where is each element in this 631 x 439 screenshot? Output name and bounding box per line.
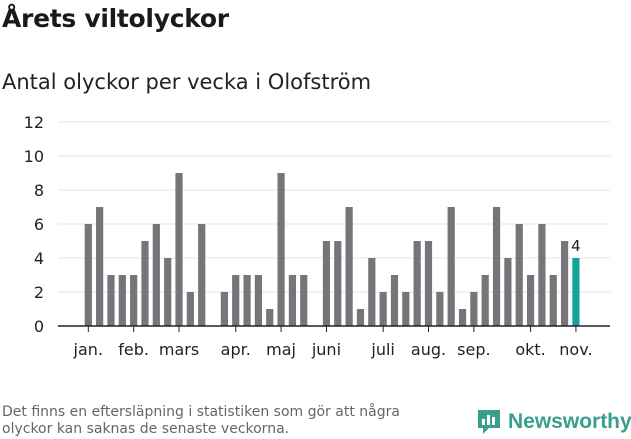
bar	[107, 275, 115, 326]
y-tick-label: 12	[24, 113, 44, 132]
bar	[470, 292, 478, 326]
y-tick-label: 2	[34, 283, 44, 302]
bar	[118, 275, 126, 326]
x-tick-label: maj	[266, 340, 296, 359]
y-tick-label: 4	[34, 249, 44, 268]
bar	[504, 258, 512, 326]
bar	[96, 207, 104, 326]
bar	[186, 292, 194, 326]
y-tick-label: 10	[24, 147, 44, 166]
x-tick-label: aug.	[411, 340, 446, 359]
bar	[334, 241, 342, 326]
x-tick-label: mars	[159, 340, 199, 359]
bar	[277, 173, 285, 326]
bar	[175, 173, 183, 326]
bar	[436, 292, 444, 326]
x-tick-label: juni	[311, 340, 341, 359]
x-tick-label: apr.	[221, 340, 251, 359]
bar	[368, 258, 376, 326]
x-tick-label: okt.	[515, 340, 545, 359]
bar	[356, 309, 365, 326]
bar	[492, 207, 501, 326]
chart-subtitle: Antal olyckor per vecka i Olofström	[2, 70, 372, 94]
bar	[322, 241, 331, 326]
bar	[164, 258, 172, 326]
bar	[254, 275, 262, 326]
y-tick-label: 8	[34, 181, 44, 200]
newsworthy-logo-icon	[478, 410, 500, 434]
y-tick-label: 6	[34, 215, 44, 234]
x-tick-label: juli	[370, 340, 394, 359]
bar	[266, 309, 274, 326]
bar	[413, 241, 421, 326]
bar	[243, 275, 251, 326]
x-tick-label: nov.	[559, 340, 592, 359]
bar	[390, 275, 399, 326]
bar	[84, 224, 92, 326]
chart-title: Årets viltolyckor	[2, 4, 229, 33]
bar	[560, 241, 569, 326]
bar	[515, 224, 523, 326]
bar	[458, 309, 467, 326]
footnote: Det finns en eftersläpning i statistiken…	[2, 404, 400, 437]
bar	[345, 207, 353, 326]
bar	[198, 224, 206, 326]
data-label: 4	[571, 237, 581, 255]
bar	[300, 275, 308, 326]
bar	[220, 292, 228, 326]
bar	[402, 292, 410, 326]
bar	[538, 224, 546, 326]
bar	[549, 275, 557, 326]
bar	[572, 258, 580, 326]
bar	[288, 275, 297, 326]
x-tick-label: sep.	[457, 340, 490, 359]
bar	[379, 292, 387, 326]
x-tick-label: feb.	[118, 340, 149, 359]
bar	[152, 224, 160, 326]
bar	[141, 241, 149, 326]
bar	[232, 275, 240, 326]
y-tick-label: 0	[34, 317, 44, 336]
bar	[447, 207, 455, 326]
bar	[424, 241, 433, 326]
bar	[481, 275, 489, 326]
brand-logo[interactable]: Newsworthy	[476, 408, 631, 436]
bar-chart: 0 2 4 6 8 10 12 jan. feb. mars apr. maj juni juli aug.…	[24, 113, 610, 359]
x-tick-label: jan.	[73, 340, 103, 359]
bar	[526, 275, 535, 326]
brand-name: Newsworthy	[508, 410, 631, 433]
bar	[130, 275, 138, 326]
